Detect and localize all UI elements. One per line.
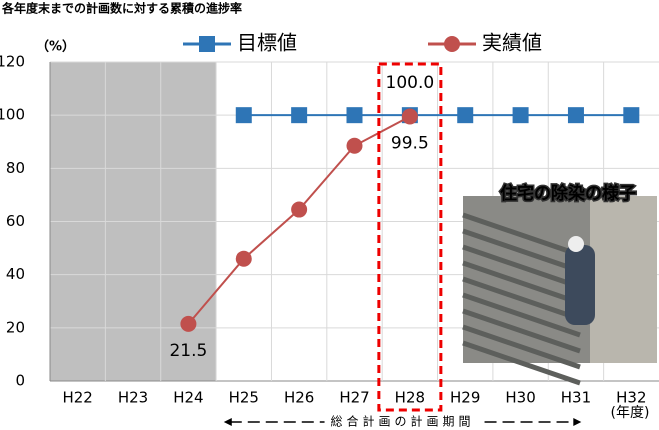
y-tick-label: 120 <box>0 53 25 71</box>
x-tick-label: H26 <box>284 389 314 407</box>
x-tick-label: H28 <box>395 389 425 407</box>
roof-row <box>462 276 581 322</box>
marker <box>235 107 252 124</box>
marker <box>567 107 584 124</box>
helmet <box>568 236 584 252</box>
arrow-head <box>573 418 582 426</box>
x-tick-label: H23 <box>118 389 148 407</box>
highlight-box <box>377 62 443 412</box>
x-tick-label: H22 <box>62 389 92 407</box>
y-tick-label: 100 <box>0 106 25 124</box>
x-tick-label: H25 <box>229 389 259 407</box>
legend-marker <box>444 36 460 52</box>
marker <box>180 315 197 332</box>
photo-caption: 住宅の除染の様子 <box>500 183 636 204</box>
x-tick-label: H31 <box>561 389 591 407</box>
y-tick-label: 40 <box>6 265 25 283</box>
data-label: 99.5 <box>391 133 429 153</box>
x-unit: (年度) <box>611 405 650 421</box>
legend-label: 目標値 <box>237 31 297 55</box>
series-line <box>187 115 411 325</box>
y-unit: （%） <box>36 39 75 55</box>
roof-row <box>462 260 581 306</box>
wall <box>590 196 657 363</box>
marker <box>346 137 363 154</box>
legend-marker <box>199 36 215 52</box>
y-tick-label: 0 <box>15 372 25 390</box>
worker <box>565 245 595 325</box>
chart-title: 各年度末までの計画数に対する累積の進捗率 <box>1 1 242 16</box>
x-tick-label: H32 <box>616 389 646 407</box>
x-tick-label: H24 <box>173 389 203 407</box>
data-label: 21.5 <box>169 341 207 361</box>
x-tick-label: H29 <box>450 389 480 407</box>
roof-row <box>462 292 581 338</box>
y-tick-label: 80 <box>6 159 25 177</box>
marker <box>512 107 529 124</box>
marker <box>401 108 418 125</box>
x-tick-label: H27 <box>339 389 369 407</box>
y-tick-label: 60 <box>6 212 25 230</box>
marker <box>623 107 640 124</box>
photo <box>462 196 657 386</box>
marker <box>346 107 363 124</box>
marker <box>457 107 474 124</box>
y-tick-label: 20 <box>6 318 25 336</box>
roof-row <box>462 308 581 354</box>
period-annotation: 総合計画の計画期間 <box>331 414 475 429</box>
roof-row <box>462 324 581 370</box>
marker <box>291 201 308 218</box>
roof-row <box>462 244 581 290</box>
marker <box>291 107 308 124</box>
legend-label: 実績値 <box>482 31 542 55</box>
roof-row <box>462 212 581 258</box>
roof-row <box>462 228 581 274</box>
arrow-head <box>223 418 232 426</box>
marker <box>235 250 252 267</box>
x-tick-label: H30 <box>505 389 535 407</box>
data-label: 100.0 <box>386 73 435 93</box>
roof-row <box>462 340 581 386</box>
